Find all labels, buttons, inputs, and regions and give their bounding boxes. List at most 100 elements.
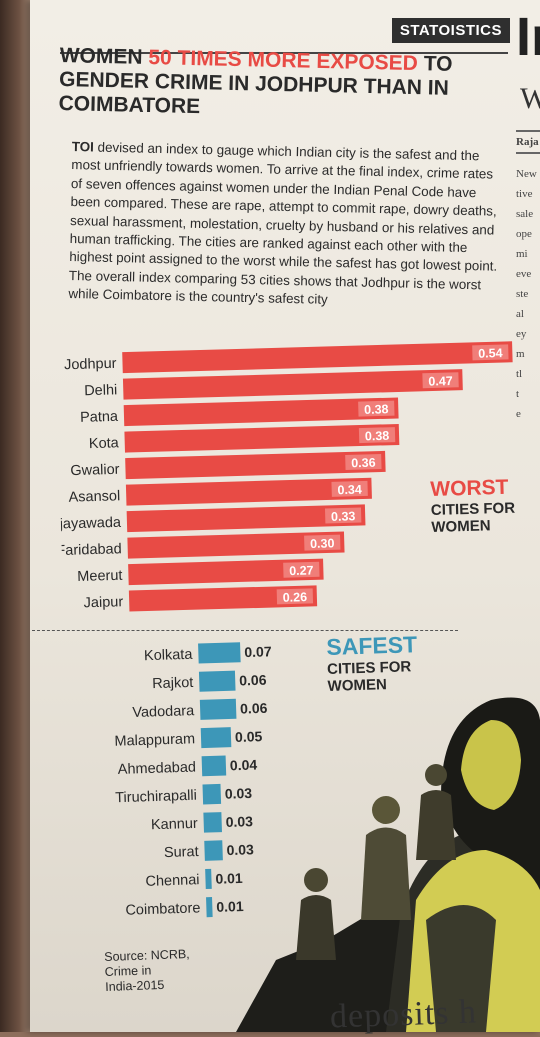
worst-city-label: Delhi xyxy=(84,382,117,399)
headline: WOMEN 50 TIMES MORE EXPOSED TO GENDER CR… xyxy=(58,44,490,126)
adjacent-rule-2 xyxy=(516,152,540,154)
worst-city-label: Gwalior xyxy=(70,462,120,479)
worst-value-chip xyxy=(472,344,509,361)
intro-text: devised an index to gauge which Indian c… xyxy=(68,139,498,308)
worst-bar xyxy=(122,369,463,400)
worst-city-label: Asansol xyxy=(68,488,120,505)
adjacent-column: In W Raja New tive sale ope mi eve ste al ey m tl t… xyxy=(514,0,540,1032)
safest-city-label: Ahmedabad xyxy=(118,759,197,777)
adjacent-text-line: eve xyxy=(516,268,532,280)
safest-city-label: Surat xyxy=(164,844,199,861)
safest-value-label: 0.05 xyxy=(235,728,263,745)
worst-cities-chart: Jodhpur 0.54 Delhi 0.47 Patna 0.38 Kota 0.38 Gwa… xyxy=(56,341,513,612)
safest-city-label: Vadodara xyxy=(132,703,195,721)
adjacent-subhead: W xyxy=(520,82,540,115)
adjacent-text-line: al xyxy=(516,308,524,320)
worst-value-label: 0.47 xyxy=(428,374,453,389)
safest-value-label: 0.06 xyxy=(239,672,267,689)
worst-value-chip xyxy=(358,427,396,444)
safest-value-label: 0.04 xyxy=(230,757,258,774)
safest-bar xyxy=(201,755,227,777)
worst-value-label: 0.30 xyxy=(310,536,335,551)
worst-bar xyxy=(127,531,345,559)
safest-city-label: Chennai xyxy=(145,872,199,890)
safest-bar xyxy=(198,670,236,692)
adjacent-headline: In xyxy=(516,7,540,67)
worst-bar xyxy=(125,450,386,480)
safest-value-label: 0.03 xyxy=(226,841,254,858)
worst-caption: WORST CITIES FOR WOMEN xyxy=(430,476,516,536)
adjacent-text-line: m xyxy=(516,348,525,360)
worst-value-label: 0.34 xyxy=(337,483,362,498)
safest-value-label: 0.06 xyxy=(240,700,268,717)
background-edge xyxy=(0,0,32,1032)
worst-bar xyxy=(123,397,399,427)
worst-value-chip xyxy=(358,400,395,417)
adjacent-byline: Raja xyxy=(516,136,539,148)
worst-bar xyxy=(124,423,400,453)
adjacent-text-line: tive xyxy=(516,188,533,200)
safest-bar xyxy=(199,698,237,720)
safest-value-label: 0.07 xyxy=(244,643,272,660)
worst-caption-line1: CITIES FOR xyxy=(430,499,516,519)
worst-value-label: 0.33 xyxy=(331,509,356,524)
worst-bar xyxy=(126,504,366,533)
worst-bar xyxy=(128,558,324,586)
safest-cities-chart: Kolkata 0.07 Rajkot 0.06 Vadodara 0.06 Malappu… xyxy=(114,642,272,919)
worst-city-label: Meerut xyxy=(77,568,123,585)
safest-city-label: Kannur xyxy=(151,816,198,833)
safest-bar xyxy=(200,727,232,749)
worst-city-label: Faridabad xyxy=(56,541,122,559)
worst-caption-line2: WOMEN xyxy=(431,517,491,536)
safest-value-label: 0.01 xyxy=(215,870,243,887)
safest-bar xyxy=(205,868,212,890)
adjacent-text-line: mi xyxy=(516,248,528,260)
safest-bar xyxy=(204,840,223,861)
safest-value-label: 0.03 xyxy=(225,785,253,802)
safest-city-label: Kolkata xyxy=(144,647,194,665)
worst-city-label: Jodhpur xyxy=(64,356,117,373)
intro-lead: TOI xyxy=(71,138,95,155)
adjacent-rule xyxy=(516,130,540,132)
adjacent-text-line: New xyxy=(516,168,537,180)
worst-caption-title: WORST xyxy=(430,475,509,501)
worst-value-chip xyxy=(283,561,320,578)
section-divider xyxy=(32,630,458,631)
headline-part1: WOMEN xyxy=(59,44,149,70)
safest-city-label: Rajkot xyxy=(152,675,194,692)
adjacent-text-line: ope xyxy=(516,228,532,240)
worst-value-label: 0.38 xyxy=(365,429,390,444)
next-article-text: deposits h xyxy=(329,993,478,1036)
worst-city-label: Vijayawada xyxy=(56,515,122,533)
adjacent-text-line: ey xyxy=(516,328,527,340)
safest-city-label: Malappuram xyxy=(114,731,195,750)
worst-bar xyxy=(122,341,513,374)
worst-value-chip xyxy=(304,534,341,551)
worst-city-label: Jaipur xyxy=(83,594,123,611)
safest-city-label: Coimbatore xyxy=(125,900,200,918)
adjacent-text-line: sale xyxy=(516,208,534,220)
safest-value-label: 0.03 xyxy=(225,813,253,830)
kicker-rule xyxy=(60,52,508,54)
safest-bar xyxy=(203,812,222,833)
worst-value-label: 0.36 xyxy=(351,456,376,471)
safest-bar xyxy=(198,642,241,664)
adjacent-text-line: t xyxy=(516,388,520,400)
intro-paragraph: TOI devised an index to gauge which Indi… xyxy=(68,138,500,313)
safest-bar xyxy=(206,897,213,918)
source-note: Source: NCRB, Crime in India-2015 xyxy=(104,946,225,995)
worst-value-chip xyxy=(324,507,362,524)
safest-caption-title: SAFEST xyxy=(326,631,418,660)
worst-value-label: 0.27 xyxy=(289,563,314,578)
worst-value-chip xyxy=(276,588,314,605)
illustration-woman-and-men xyxy=(236,697,540,1032)
worst-value-label: 0.26 xyxy=(283,590,308,605)
worst-value-chip xyxy=(422,372,459,389)
adjacent-text-line: tl xyxy=(516,368,523,380)
safest-city-label: Tiruchirapalli xyxy=(115,788,197,807)
infographic-panel: STATOISTICS WOMEN 50 TIMES MORE EXPOSED … xyxy=(56,14,510,1014)
safest-bar xyxy=(202,783,222,805)
worst-bar xyxy=(128,585,318,612)
worst-value-label: 0.54 xyxy=(478,346,503,361)
worst-value-chip xyxy=(345,453,382,470)
